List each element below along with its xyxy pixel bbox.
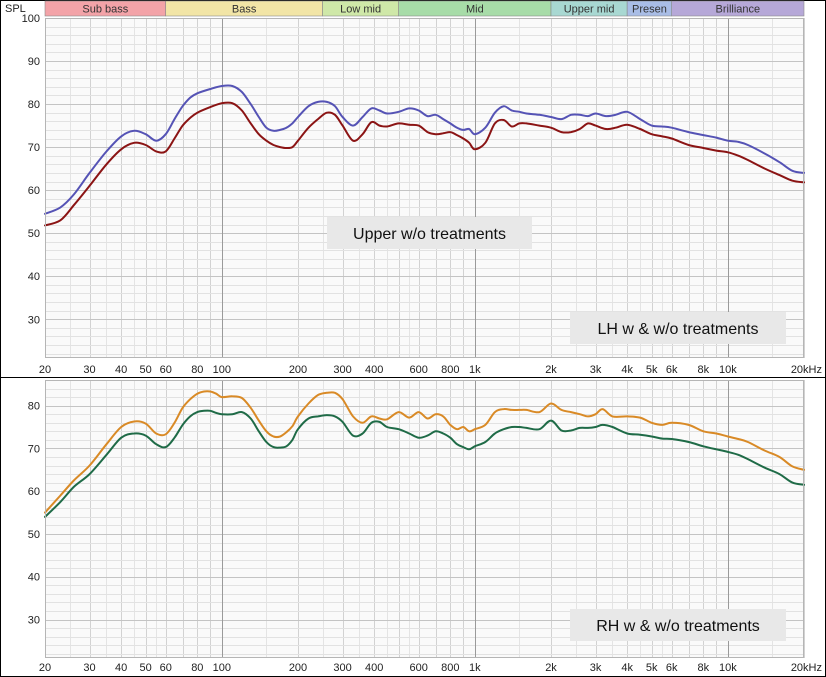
annotation-text: RH w & w/o treatments xyxy=(596,618,760,635)
y-tick-label: 30 xyxy=(28,314,40,326)
x-tick-label: 600 xyxy=(410,662,428,674)
horizontal-grid xyxy=(45,380,804,655)
x-tick-label: 2k xyxy=(545,662,557,674)
minor-vertical-grid xyxy=(45,18,805,358)
annotation-box xyxy=(570,312,786,344)
y-tick-label: 50 xyxy=(28,529,40,541)
annotation-text: LH w & w/o treatments xyxy=(598,321,759,338)
y-tick-label: 80 xyxy=(28,401,40,413)
y-tick-label: 60 xyxy=(28,486,40,498)
y-tick-label: 80 xyxy=(28,99,40,111)
x-tick-label: 400 xyxy=(365,364,383,376)
x-tick-label: 600 xyxy=(410,364,428,376)
y-tick-label: 60 xyxy=(28,185,40,197)
band-label: Brilliance xyxy=(716,4,761,16)
x-tick-label: 200 xyxy=(289,364,307,376)
x-tick-label: 3k xyxy=(590,662,602,674)
band-brilliance xyxy=(671,0,805,17)
x-tick-label: 10k xyxy=(719,364,737,376)
band-label: Presen xyxy=(632,4,667,16)
annotation-text: Upper w/o treatments xyxy=(353,226,506,243)
x-tick-label: 20kHz xyxy=(791,662,822,674)
x-tick-label: 100 xyxy=(213,662,231,674)
x-tick-label: 30 xyxy=(83,364,95,376)
x-tick-label: 4k xyxy=(621,662,633,674)
x-tick-label: 800 xyxy=(441,364,459,376)
x-tick-label: 20 xyxy=(39,364,51,376)
x-tick-label: 800 xyxy=(441,662,459,674)
x-tick-label: 3k xyxy=(590,364,602,376)
x-tick-label: 60 xyxy=(160,364,172,376)
series-line-2 xyxy=(44,409,805,518)
x-tick-label: 1k xyxy=(469,662,481,674)
plot-border xyxy=(45,18,804,358)
x-tick-label: 300 xyxy=(333,662,351,674)
band-label: Mid xyxy=(466,4,484,16)
y-tick-label: 70 xyxy=(28,142,40,154)
band-label: Upper mid xyxy=(564,4,615,16)
band-label: Sub bass xyxy=(82,4,128,16)
x-tick-label: 5k xyxy=(646,662,658,674)
annotation-box xyxy=(327,217,532,249)
x-tick-label: 80 xyxy=(191,662,203,674)
x-tick-label: 10k xyxy=(719,662,737,674)
x-tick-label: 50 xyxy=(140,662,152,674)
x-tick-label: 50 xyxy=(140,364,152,376)
y-tick-label: 50 xyxy=(28,228,40,240)
frequency-bands: Sub bass Bass Low mid Mid Upper mid Presen Bri… xyxy=(44,0,805,17)
x-tick-label: 60 xyxy=(160,662,172,674)
x-tick-label: 40 xyxy=(115,364,127,376)
series-line-2 xyxy=(44,101,805,227)
x-tick-label: 5k xyxy=(646,364,658,376)
y-tick-label: 40 xyxy=(28,572,40,584)
x-tick-label: 100 xyxy=(213,364,231,376)
x-tick-label: 80 xyxy=(191,364,203,376)
x-tick-label: 6k xyxy=(666,364,678,376)
annotation-box xyxy=(570,609,786,641)
x-tick-label: 8k xyxy=(698,364,710,376)
x-tick-label: 4k xyxy=(621,364,633,376)
series-line-1 xyxy=(44,390,805,514)
band-label: Low mid xyxy=(340,4,381,16)
x-tick-label: 20kHz xyxy=(791,364,822,376)
x-tick-label: 30 xyxy=(83,662,95,674)
series-line-1 xyxy=(44,84,805,215)
x-tick-label: 2k xyxy=(545,364,557,376)
x-tick-label: 200 xyxy=(289,662,307,674)
x-tick-label: 8k xyxy=(698,662,710,674)
x-tick-label: 6k xyxy=(666,662,678,674)
x-tick-label: 1k xyxy=(469,364,481,376)
y-axis-label: SPL xyxy=(5,3,26,15)
x-tick-label: 300 xyxy=(333,364,351,376)
panel-2: 80 70 60 50 40 30 20 30 40 50 60 80 100 200 300 400 600 8… xyxy=(28,380,822,674)
plot-border xyxy=(45,380,804,658)
x-tick-label: 40 xyxy=(115,662,127,674)
y-tick-label: 100 xyxy=(22,13,40,25)
y-tick-label: 90 xyxy=(28,56,40,68)
band-label: Bass xyxy=(232,4,257,16)
plot-area xyxy=(45,18,804,358)
y-tick-label: 70 xyxy=(28,443,40,455)
panel-1: Sub bass Bass Low mid Mid Upper mid Presen Bri… xyxy=(5,0,822,376)
x-tick-label: 400 xyxy=(365,662,383,674)
x-tick-label: 20 xyxy=(39,662,51,674)
y-tick-label: 30 xyxy=(28,615,40,627)
y-tick-label: 40 xyxy=(28,271,40,283)
